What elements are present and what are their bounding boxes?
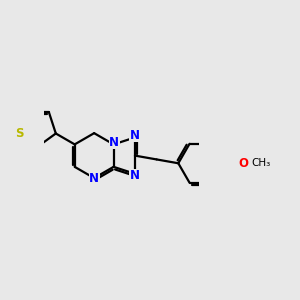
Text: CH₃: CH₃ (252, 158, 271, 168)
Text: O: O (238, 157, 248, 170)
Text: N: N (130, 169, 140, 182)
Text: S: S (15, 127, 24, 140)
Text: N: N (109, 136, 119, 149)
Text: N: N (130, 129, 140, 142)
Text: N: N (89, 172, 99, 184)
